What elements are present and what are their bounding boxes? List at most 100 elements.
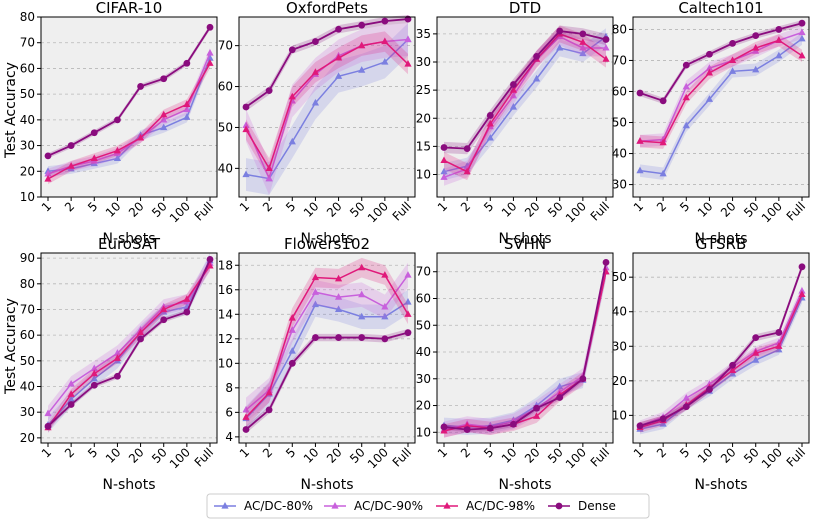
data-point	[636, 422, 644, 430]
data-point	[113, 154, 122, 162]
data-point	[752, 349, 760, 356]
data-point	[183, 308, 191, 316]
series-line	[47, 259, 211, 427]
series-line	[639, 290, 803, 427]
x-tick-label: 5	[85, 445, 100, 460]
data-point	[602, 258, 610, 266]
y-tick-label: 10	[612, 408, 627, 422]
data-point	[532, 74, 541, 82]
data-point	[775, 51, 783, 59]
plot-frame	[238, 16, 416, 198]
series-dense	[242, 14, 412, 112]
data-point	[510, 81, 517, 88]
x-tick-label: 5	[283, 199, 298, 214]
x-tick-label: 20	[718, 199, 739, 220]
data-point	[682, 121, 690, 129]
data-point	[136, 133, 145, 141]
data-point	[265, 87, 273, 95]
x-tick-label: 10	[301, 445, 322, 466]
x-tick-label: 20	[126, 199, 147, 220]
data-point	[90, 374, 98, 382]
y-axis-label-bottom: Test Accuracy	[3, 298, 19, 395]
data-point	[358, 263, 366, 271]
y-tick-label: 80	[612, 22, 627, 36]
series-line	[639, 38, 803, 175]
x-tick-label: 50	[741, 445, 762, 466]
y-tick-label: 50	[20, 354, 35, 368]
series-line	[47, 265, 211, 429]
data-point	[798, 287, 806, 294]
x-tick-label: 1	[435, 199, 450, 214]
data-point	[509, 91, 518, 99]
x-tick-label: 10	[499, 445, 520, 466]
data-point	[206, 256, 214, 263]
data-point	[206, 23, 214, 31]
data-point	[160, 305, 168, 313]
data-point	[242, 103, 250, 111]
y-tick-label: 20	[416, 399, 431, 413]
series-line	[47, 26, 211, 157]
data-point	[335, 334, 342, 341]
legend-label: AC/DC-80%	[244, 499, 313, 513]
data-point	[183, 59, 191, 67]
data-point	[265, 174, 273, 182]
x-tick-label: Full	[784, 445, 808, 469]
x-tick-label: 50	[741, 199, 762, 220]
y-tick-label: 10	[416, 425, 431, 439]
x-tick-label: 1	[39, 199, 54, 214]
x-tick-label: 5	[677, 445, 692, 460]
y-tick-label: 40	[612, 147, 627, 161]
y-tick-label: 30	[416, 55, 431, 69]
y-tick-label: 60	[612, 84, 627, 98]
series-line	[245, 38, 409, 180]
series-line	[47, 62, 211, 180]
data-point	[381, 37, 389, 45]
x-tick-label: 2	[458, 445, 473, 460]
y-tick-label: 80	[20, 10, 35, 24]
plot-frame	[436, 16, 614, 198]
y-axis-label-top: Test Accuracy	[3, 62, 19, 159]
y-tick-label: 80	[20, 277, 35, 291]
series-dense	[636, 19, 806, 105]
data-point	[404, 60, 412, 67]
x-tick-label: Full	[192, 445, 216, 469]
data-point	[579, 375, 587, 383]
y-tick-label: 50	[218, 120, 233, 134]
confidence-band	[246, 31, 408, 179]
data-point	[90, 154, 98, 162]
x-tick-label: 20	[324, 445, 345, 466]
data-point	[705, 95, 714, 102]
data-point	[136, 328, 145, 336]
data-point	[67, 390, 75, 397]
series-line	[443, 32, 607, 173]
data-point	[242, 405, 250, 413]
legend-item-ac-dc-98: AC/DC-98%	[436, 499, 535, 513]
data-point	[44, 169, 52, 177]
data-point	[113, 354, 122, 361]
series-dense	[44, 256, 214, 430]
data-point	[706, 386, 713, 393]
series-dense	[44, 23, 214, 160]
y-tick-label: 8	[225, 381, 233, 395]
y-tick-label: 20	[20, 164, 35, 178]
panel-title: Flowers102	[284, 235, 370, 253]
data-point	[682, 394, 690, 401]
x-tick-label: 2	[62, 445, 77, 460]
y-tick-label: 60	[218, 80, 233, 94]
x-tick-label: 50	[149, 445, 170, 466]
x-tick-label: 5	[481, 445, 496, 460]
data-point	[288, 326, 296, 333]
data-point	[636, 137, 644, 144]
data-point	[798, 263, 806, 271]
plot-frame	[238, 252, 416, 444]
y-tick-label: 50	[612, 270, 627, 284]
x-tick-label: Full	[588, 445, 612, 469]
series-ac-dc-90	[440, 28, 610, 186]
confidence-band	[640, 289, 802, 433]
data-point	[90, 381, 98, 389]
data-point	[67, 395, 75, 402]
y-tick-label: 60	[20, 328, 35, 342]
x-tick-label: 1	[435, 445, 450, 460]
